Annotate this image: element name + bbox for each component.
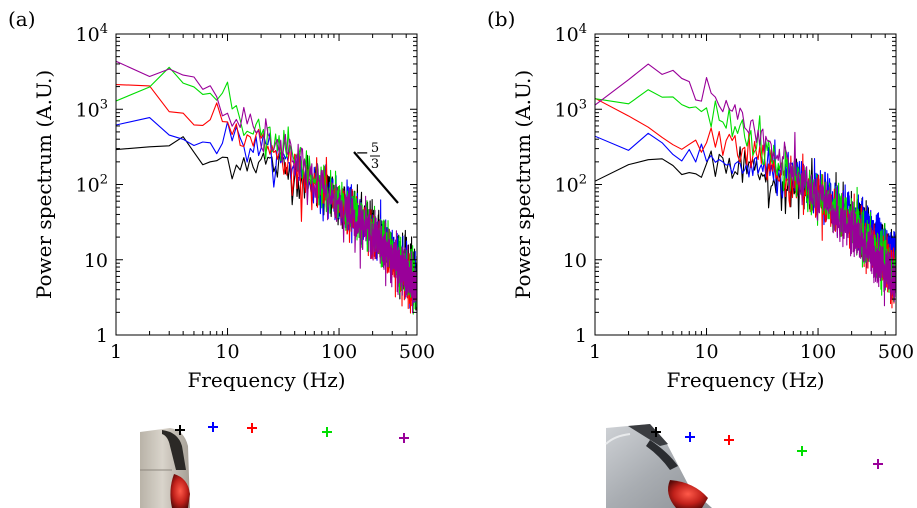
x-axis-label: Frequency (Hz) xyxy=(187,368,345,392)
vehicle-thumbnail-a xyxy=(140,428,190,508)
position-marker-4 xyxy=(399,433,409,443)
position-marker-3 xyxy=(797,446,807,456)
series-line-2 xyxy=(116,83,417,314)
x-tick-label: 1 xyxy=(110,341,122,363)
x-tick-label: 100 xyxy=(321,341,357,363)
chart-panel-a: 1 10 100 500 1 10 102 103 104 Frequency (Hz) Power… xyxy=(8,7,435,392)
y-tick-label: 103 xyxy=(76,97,108,121)
panel-label: (b) xyxy=(487,7,515,31)
slope-denominator: 3 xyxy=(371,157,379,172)
y-tick-label: 104 xyxy=(555,22,587,46)
series-line-4 xyxy=(116,60,417,320)
x-tick-label: 500 xyxy=(878,341,914,363)
slope-annotation: −53 xyxy=(353,141,399,204)
series-line-3 xyxy=(116,66,417,315)
y-axis-label: Power spectrum (A.U.) xyxy=(32,70,56,299)
position-marker-4 xyxy=(873,459,883,469)
position-marker-2 xyxy=(247,423,257,433)
chart-panel-b: 1 10 100 500 1 10 102 103 104 Frequency (Hz) Power… xyxy=(487,7,914,392)
y-tick-label: 1 xyxy=(575,325,587,347)
x-tick-label: 100 xyxy=(800,341,836,363)
position-marker-2 xyxy=(724,435,734,445)
panel-label: (a) xyxy=(8,7,36,31)
y-tick-label: 10 xyxy=(84,250,108,272)
slope-line xyxy=(353,151,399,204)
y-tick-label: 1 xyxy=(96,325,108,347)
position-marker-3 xyxy=(322,427,332,437)
slope-numerator: 5 xyxy=(371,141,379,156)
series-line-4 xyxy=(595,63,896,307)
position-marker-0 xyxy=(651,427,661,437)
y-tick-label: 10 xyxy=(563,250,587,272)
y-tick-label: 102 xyxy=(555,173,587,197)
y-tick-label: 103 xyxy=(555,97,587,121)
plot-frame xyxy=(115,33,418,336)
vehicle-thumbnail-b xyxy=(605,424,712,508)
y-tick-label: 104 xyxy=(76,22,108,46)
x-tick-label: 1 xyxy=(589,341,601,363)
position-marker-1 xyxy=(208,422,218,432)
position-marker-0 xyxy=(175,425,185,435)
plot-frame xyxy=(594,33,897,336)
x-tick-label: 10 xyxy=(215,341,239,363)
x-tick-label: 500 xyxy=(399,341,435,363)
position-marker-1 xyxy=(685,432,695,442)
y-axis-label: Power spectrum (A.U.) xyxy=(511,70,535,299)
x-axis-label: Frequency (Hz) xyxy=(666,368,824,392)
slope-minus: − xyxy=(356,143,369,162)
x-tick-label: 10 xyxy=(694,341,718,363)
y-tick-label: 102 xyxy=(76,173,108,197)
